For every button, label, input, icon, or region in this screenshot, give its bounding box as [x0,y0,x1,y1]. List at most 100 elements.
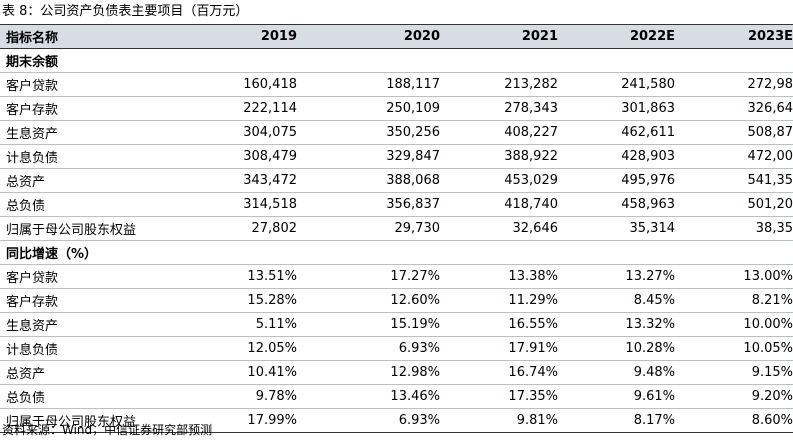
table-cell: 472,00 [682,144,793,169]
header-cell-2023e: 2023E [682,24,793,49]
table-cell: 343,472 [190,168,304,193]
table-cell: 13.38% [447,264,565,289]
table-cell: 11.29% [447,288,565,313]
table-cell: 453,029 [447,168,565,193]
table-cell: 15.28% [190,288,304,313]
section-title: 同比增速（%） [0,240,793,265]
table-cell: 213,282 [447,72,565,97]
table-cell: 356,837 [304,192,447,217]
row-label: 客户贷款 [0,264,190,289]
row-label: 客户存款 [0,96,190,121]
table-cell: 9.78% [190,384,304,409]
balance-sheet-table: 指标名称 2019 2020 2021 2022E 2023E 期末余额 客户贷… [0,24,793,433]
section-row-ending-balance: 期末余额 [0,48,793,73]
table-cell: 12.60% [304,288,447,313]
table-cell: 408,227 [447,120,565,145]
row-label: 生息资产 [0,120,190,145]
table-cell: 27,802 [190,216,304,241]
table-cell: 9.20% [682,384,793,409]
header-cell-2022e: 2022E [565,24,682,49]
table-cell: 250,109 [304,96,447,121]
table-cell: 8.45% [565,288,682,313]
table-cell: 16.55% [447,312,565,337]
table-cell: 458,963 [565,192,682,217]
row-label: 生息资产 [0,312,190,337]
table-cell: 301,863 [565,96,682,121]
table-row: 生息资产 304,075 350,256 408,227 462,611 508… [0,120,793,145]
row-label: 计息负债 [0,144,190,169]
table-cell: 222,114 [190,96,304,121]
table-cell: 508,87 [682,120,793,145]
table-row: 总负债 314,518 356,837 418,740 458,963 501,… [0,192,793,217]
table-cell: 9.61% [565,384,682,409]
table-cell: 428,903 [565,144,682,169]
row-label: 客户贷款 [0,72,190,97]
table-cell: 326,64 [682,96,793,121]
header-cell-2021: 2021 [447,24,565,49]
table-cell: 418,740 [447,192,565,217]
table-cell: 10.00% [682,312,793,337]
table-cell: 350,256 [304,120,447,145]
table-cell: 9.81% [447,408,565,433]
table-cell: 188,117 [304,72,447,97]
table-cell: 12.05% [190,336,304,361]
table-cell: 13.46% [304,384,447,409]
table-cell: 29,730 [304,216,447,241]
table-cell: 15.19% [304,312,447,337]
table-cell: 10.41% [190,360,304,385]
table-row: 总负债 9.78% 13.46% 17.35% 9.61% 9.20% [0,384,793,409]
table-row: 归属于母公司股东权益 17.99% 6.93% 9.81% 8.17% 8.60… [0,408,793,433]
table-cell: 17.27% [304,264,447,289]
table-row: 总资产 10.41% 12.98% 16.74% 9.48% 9.15% [0,360,793,385]
section-title: 期末余额 [0,48,793,73]
table-caption: 表 8：公司资产负债表主要项目（百万元） [2,4,249,19]
table-cell: 314,518 [190,192,304,217]
table-cell: 13.00% [682,264,793,289]
table-row: 归属于母公司股东权益 27,802 29,730 32,646 35,314 3… [0,216,793,241]
table-cell: 35,314 [565,216,682,241]
table-cell: 462,611 [565,120,682,145]
table-row: 客户存款 15.28% 12.60% 11.29% 8.45% 8.21% [0,288,793,313]
table-cell: 241,580 [565,72,682,97]
row-label: 归属于母公司股东权益 [0,408,190,433]
row-label: 归属于母公司股东权益 [0,216,190,241]
table-cell: 329,847 [304,144,447,169]
row-label: 总资产 [0,168,190,193]
row-label: 客户存款 [0,288,190,313]
row-label: 总资产 [0,360,190,385]
table-cell: 5.11% [190,312,304,337]
table-cell: 272,98 [682,72,793,97]
table-row: 计息负债 308,479 329,847 388,922 428,903 472… [0,144,793,169]
table-cell: 13.27% [565,264,682,289]
table-cell: 10.05% [682,336,793,361]
row-label: 总负债 [0,384,190,409]
row-label: 计息负债 [0,336,190,361]
table-cell: 6.93% [304,408,447,433]
table-cell: 17.91% [447,336,565,361]
header-cell-2019: 2019 [190,24,304,49]
table-cell: 501,20 [682,192,793,217]
table-cell: 8.60% [682,408,793,433]
row-label: 总负债 [0,192,190,217]
header-row: 指标名称 2019 2020 2021 2022E 2023E [0,24,793,49]
table-cell: 17.99% [190,408,304,433]
table-cell: 38,35 [682,216,793,241]
source-note: 资料来源：Wind，中信证券研究部预测 [2,423,213,437]
table-cell: 308,479 [190,144,304,169]
header-cell-2020: 2020 [304,24,447,49]
table-cell: 9.15% [682,360,793,385]
table-cell: 278,343 [447,96,565,121]
table-row: 总资产 343,472 388,068 453,029 495,976 541,… [0,168,793,193]
table-cell: 13.51% [190,264,304,289]
table-cell: 32,646 [447,216,565,241]
table-cell: 13.32% [565,312,682,337]
table-cell: 8.17% [565,408,682,433]
table-cell: 10.28% [565,336,682,361]
table-cell: 541,35 [682,168,793,193]
section-row-yoy-growth: 同比增速（%） [0,240,793,265]
table-cell: 6.93% [304,336,447,361]
table-row: 客户贷款 13.51% 17.27% 13.38% 13.27% 13.00% [0,264,793,289]
table-row: 生息资产 5.11% 15.19% 16.55% 13.32% 10.00% [0,312,793,337]
table-cell: 495,976 [565,168,682,193]
table-cell: 160,418 [190,72,304,97]
